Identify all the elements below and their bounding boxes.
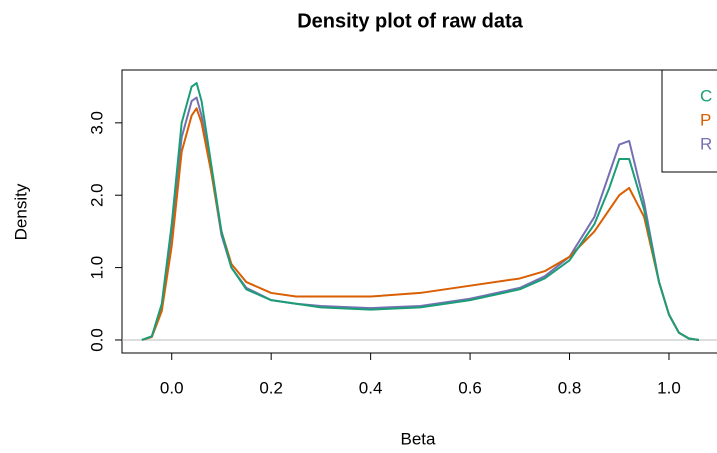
x-tick-label: 1.0: [657, 378, 681, 397]
x-axis-label: Beta: [401, 429, 437, 448]
plot-box: [121, 69, 717, 354]
y-tick-label: 1.0: [87, 256, 106, 280]
density-line: [141, 107, 699, 341]
x-tick-label: 0.6: [458, 378, 482, 397]
y-tick-label: 3.0: [87, 111, 106, 135]
x-tick-label: 0.0: [160, 378, 184, 397]
x-tick-label: 0.2: [259, 378, 283, 397]
x-tick-label: 0.4: [359, 378, 383, 397]
legend-label: P: [700, 110, 711, 129]
density-line: [141, 82, 699, 341]
legend-label: C: [700, 86, 712, 105]
y-tick-label: 0.0: [87, 328, 106, 352]
legend-box: [661, 69, 717, 173]
chart-title: Density plot of raw data: [297, 10, 523, 32]
y-axis-label: Density: [11, 183, 30, 240]
legend-label: R: [700, 134, 712, 153]
x-tick-label: 0.8: [558, 378, 582, 397]
density-line: [141, 96, 699, 341]
y-tick-label: 2.0: [87, 183, 106, 207]
